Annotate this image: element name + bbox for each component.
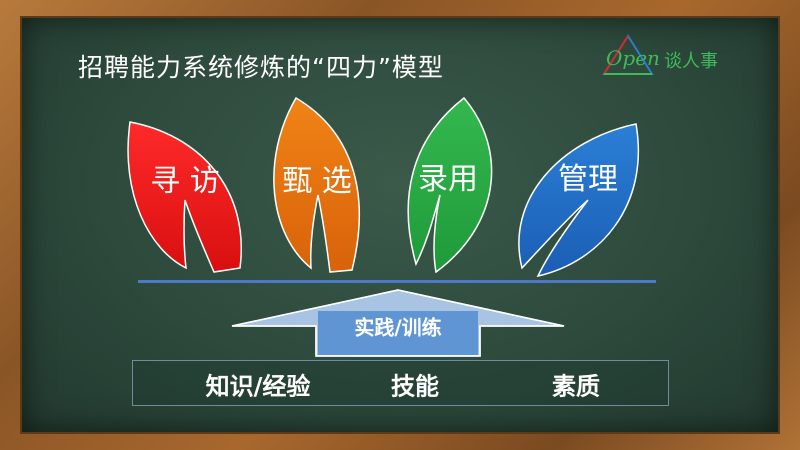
logo-chinese: 谈人事 <box>664 51 718 72</box>
foundation-quality: 素质 <box>552 372 600 401</box>
foundation-knowledge: 知识/经验 <box>205 372 311 401</box>
leaf-red <box>127 121 242 273</box>
leaf-label-search: 寻 访 <box>150 164 220 199</box>
logo-triangle-icon <box>602 34 654 75</box>
logo: Open 谈人事 <box>598 34 728 78</box>
leaf-label-management: 管理 <box>558 162 618 197</box>
page-title: 招聘能力系统修炼的“四力”模型 <box>78 53 444 82</box>
logo-word: Open <box>606 46 660 70</box>
foundation-box <box>132 360 669 406</box>
base-line <box>138 280 656 283</box>
leaf-green <box>407 96 493 274</box>
leaf-label-hiring: 录用 <box>418 162 478 197</box>
leaf-blue <box>518 123 640 278</box>
foundation-skills: 技能 <box>391 372 439 401</box>
arrow-label: 实践/训练 <box>354 315 442 340</box>
leaf-orange <box>273 96 360 273</box>
leaf-label-screening: 甄 选 <box>282 164 352 199</box>
